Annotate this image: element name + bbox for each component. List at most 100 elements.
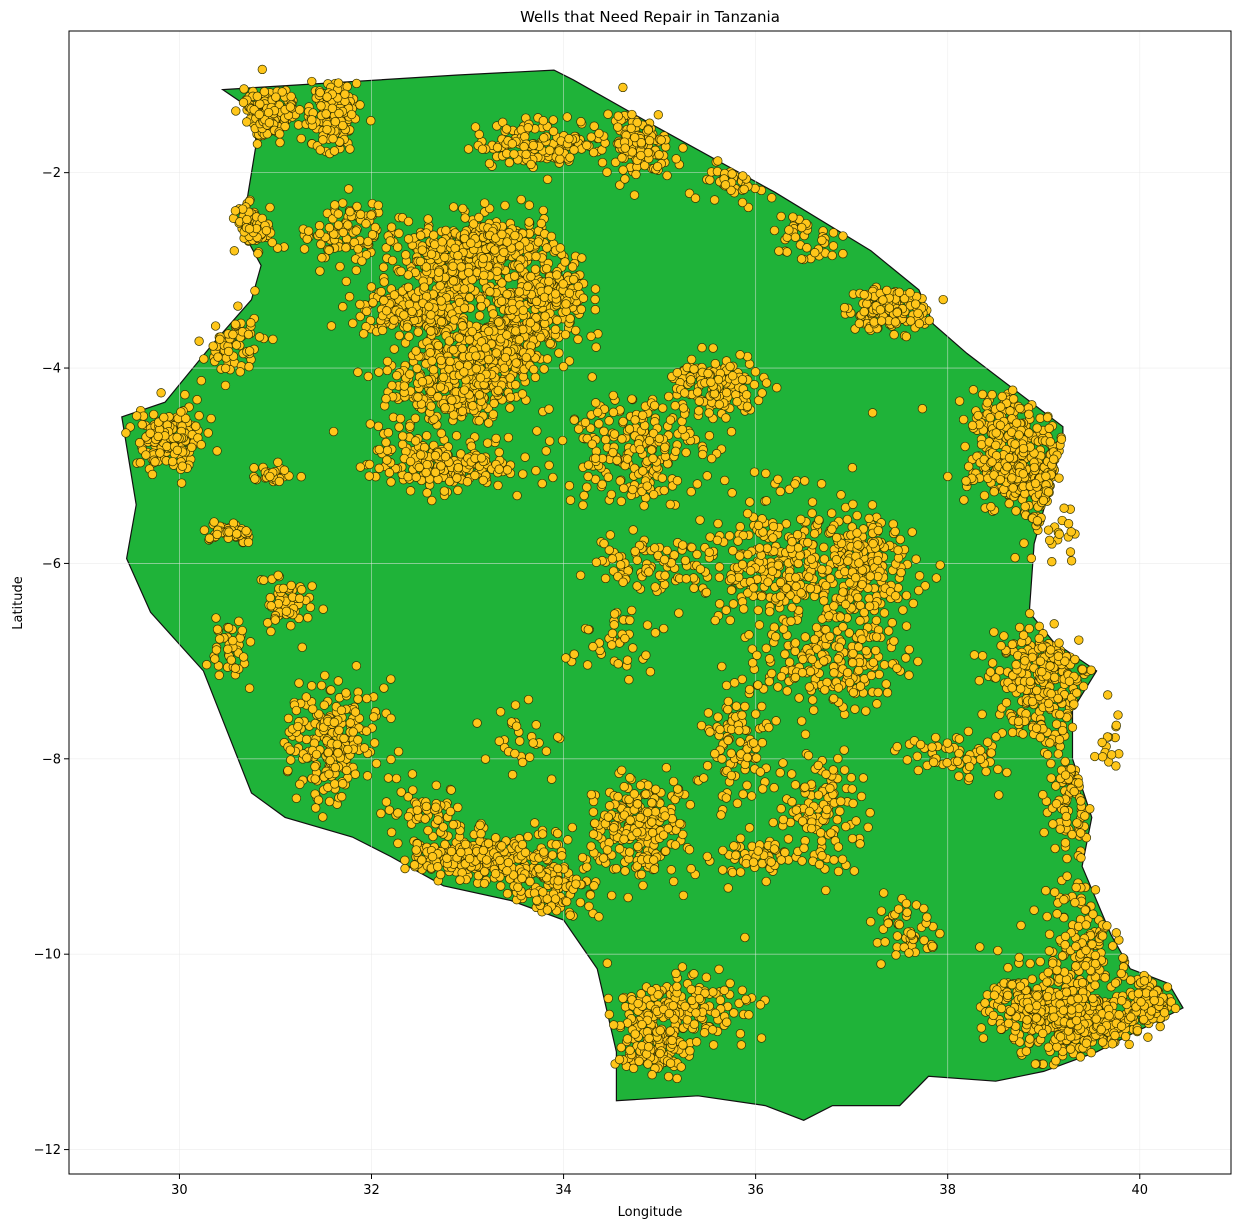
well-point — [913, 656, 923, 667]
well-point — [852, 510, 862, 521]
well-point — [1034, 633, 1044, 644]
well-point — [427, 356, 437, 366]
well-point — [338, 198, 348, 208]
well-point — [790, 479, 800, 489]
well-point — [649, 489, 659, 500]
well-point — [1072, 818, 1082, 828]
well-point — [1053, 651, 1064, 661]
well-point — [593, 407, 603, 417]
well-point — [374, 463, 384, 473]
well-point — [1074, 635, 1084, 645]
well-point — [330, 117, 340, 127]
well-point — [589, 147, 599, 158]
well-point — [743, 549, 753, 560]
well-point — [608, 407, 619, 417]
well-point — [839, 303, 850, 313]
well-point — [881, 679, 891, 689]
well-point — [317, 253, 327, 263]
well-point — [959, 495, 969, 505]
well-point — [991, 428, 1001, 438]
well-point — [338, 120, 348, 131]
well-point — [1052, 1042, 1062, 1052]
well-point — [554, 348, 564, 358]
well-point — [797, 716, 807, 726]
well-point — [817, 564, 827, 575]
well-point — [532, 426, 542, 436]
well-point — [502, 237, 512, 247]
well-point — [259, 87, 270, 97]
well-point — [448, 202, 459, 212]
well-point — [412, 363, 422, 374]
well-point — [1002, 462, 1012, 472]
well-point — [524, 200, 534, 210]
well-point — [973, 410, 983, 421]
well-points — [121, 64, 1181, 1084]
well-point — [638, 466, 648, 476]
well-point — [618, 416, 628, 427]
well-point — [389, 344, 399, 354]
well-point — [505, 392, 516, 402]
well-point — [848, 648, 858, 659]
well-point — [411, 472, 421, 482]
well-point — [728, 599, 739, 609]
well-point — [831, 555, 842, 565]
well-point — [367, 230, 378, 240]
well-point — [404, 331, 414, 342]
well-point — [579, 490, 589, 501]
well-point — [1043, 487, 1054, 497]
well-point — [721, 413, 731, 423]
well-point — [347, 109, 357, 120]
well-point — [1051, 799, 1062, 809]
well-point — [1045, 738, 1055, 748]
well-point — [1118, 953, 1128, 963]
well-point — [530, 372, 541, 382]
well-point — [381, 394, 391, 404]
well-point — [537, 478, 547, 489]
well-point — [494, 317, 504, 327]
well-point — [890, 526, 900, 537]
well-point — [757, 388, 767, 398]
well-point — [754, 620, 765, 630]
well-point — [253, 248, 263, 259]
well-point — [613, 122, 623, 132]
well-point — [359, 329, 369, 339]
well-point — [1071, 961, 1081, 971]
well-point — [440, 252, 450, 262]
well-point — [725, 361, 735, 372]
well-point — [538, 205, 548, 216]
well-point — [653, 110, 663, 120]
well-point — [1043, 525, 1054, 535]
well-point — [809, 705, 819, 715]
well-point — [468, 401, 478, 411]
well-point — [636, 150, 646, 161]
well-point — [832, 533, 842, 543]
well-point — [459, 284, 469, 294]
well-point — [352, 201, 362, 212]
well-point — [1100, 973, 1110, 983]
well-point — [484, 354, 494, 365]
well-point — [1041, 471, 1051, 481]
well-point — [435, 281, 445, 291]
well-point — [333, 78, 344, 88]
well-point — [639, 501, 649, 511]
well-point — [275, 129, 285, 139]
well-point — [257, 64, 267, 75]
well-point — [544, 276, 554, 287]
well-point — [1060, 940, 1070, 950]
well-point — [587, 439, 597, 449]
well-point — [1074, 778, 1084, 788]
well-point — [445, 356, 455, 367]
well-point — [803, 537, 813, 548]
well-point — [328, 134, 338, 144]
well-point — [1055, 709, 1065, 720]
well-point — [835, 612, 846, 622]
well-point — [954, 396, 965, 406]
well-point — [1044, 698, 1054, 709]
well-point — [884, 626, 894, 636]
well-point — [746, 566, 756, 576]
well-point — [364, 459, 375, 470]
well-point — [1024, 428, 1034, 438]
well-point — [833, 683, 844, 693]
well-point — [1104, 1011, 1114, 1021]
well-point — [453, 485, 463, 495]
